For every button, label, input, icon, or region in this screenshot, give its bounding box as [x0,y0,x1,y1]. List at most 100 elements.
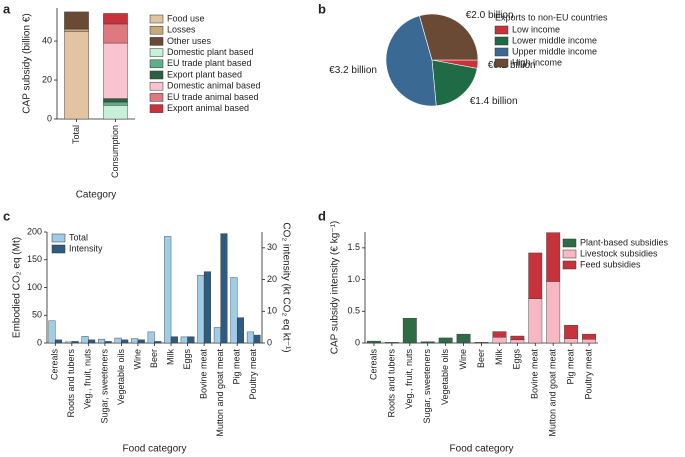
bar [180,336,188,344]
legend-swatch [562,238,577,248]
x-tick-label: Sugar, sweeteners [422,349,432,424]
x-tick-label: Beer [476,349,486,368]
y-tick-label: 40 [42,35,52,45]
bar [81,336,89,344]
legend-swatch [149,93,164,102]
y-tick-label: 20 [42,74,52,84]
x-tick-label: Sugar, sweeteners [99,349,109,424]
x-axis-label: Food category [123,444,187,455]
bar [147,331,155,344]
legend-label: Export animal based [167,103,249,113]
bar-segment [492,337,507,344]
bar [114,337,122,344]
x-tick-label: Mutton and goat meat [215,349,225,437]
y-axis-label: Embodied CO₂ eq (Mt) [12,237,23,338]
x-tick-label: Vegetable oils [116,349,126,406]
y2-tick-label: 20 [267,274,277,284]
bar-segment [103,105,128,120]
y2-tick-label: 0 [267,337,272,347]
bar [253,334,261,344]
bar-segment [564,325,579,339]
bar [203,271,211,344]
bar-segment [492,331,507,338]
legend-label: Domestic animal based [167,81,261,91]
bar [88,339,96,344]
legend-swatch [149,37,164,46]
x-tick-label: Milk [165,349,175,365]
x-axis-label: Category [76,190,117,201]
y-tick-label: 0 [47,113,52,123]
bar [137,339,145,344]
bar-segment [402,318,417,344]
y-tick-label: 100 [27,282,42,292]
slice-label: €3.2 billion [329,65,377,76]
panel-letter: a [3,1,11,16]
y2-tick-label: 10 [267,306,277,316]
x-tick-label: Vegetable oils [440,349,450,406]
x-tick-label: Bovine meat [198,349,208,400]
pie-slice [419,13,479,61]
legend-swatch [494,47,509,57]
bar-segment [103,13,128,25]
y-axis-label: CAP subsidy (billion €) [22,13,33,113]
x-tick-label: Roots and tubers [66,349,76,418]
bar [98,338,106,344]
slice-label: €0.2 billion [488,60,536,71]
legend-swatch [149,70,164,80]
x-tick-label: Milk [494,349,504,365]
bar-segment [438,337,453,344]
legend-label: Lower middle income [512,35,597,45]
bar-segment [420,341,435,344]
x-tick-label: Wine [132,349,142,370]
legend-swatch [149,81,164,91]
pie-slice [431,59,478,107]
legend-swatch [494,25,509,35]
x-tick-label: Wine [458,349,468,370]
legend-label: Losses [167,25,196,35]
bar [246,331,254,344]
legend-swatch [51,233,66,243]
legend-label: Other uses [167,36,212,46]
bar [220,233,228,344]
legend-label: Low income [512,24,560,34]
panel-letter: d [318,208,326,223]
legend-label: EU trade plant based [167,58,252,68]
x-tick-label: Total [71,125,81,144]
y-tick-label: 1.5 [347,242,360,252]
legend-swatch [562,260,577,270]
x-tick-label: Eggs [182,349,192,370]
bar-segment [384,342,399,344]
x-tick-label: Roots and tubers [386,349,396,418]
x-axis-label: Food category [450,444,514,455]
bar [154,341,162,344]
x-tick-label: Veg., fruit, nuts [404,349,414,410]
x-tick-label: Beer [149,349,159,368]
bar-segment [456,333,471,344]
legend-label: Food use [167,13,205,23]
legend-swatch [149,104,164,113]
bar-segment [64,11,89,30]
legend-label: Domestic plant based [167,47,254,57]
x-tick-label: Poultry meat [248,349,258,400]
bar-segment [64,31,89,120]
bar-segment [510,339,525,344]
bar-segment [528,252,543,299]
x-tick-label: Consumption [110,125,120,178]
x-tick-label: Mutton and goat meat [548,349,558,437]
y-tick-label: 200 [27,226,42,236]
legend-swatch [494,58,509,68]
bar [48,320,56,344]
y-tick-label: 0.5 [347,306,360,316]
legend-label: Feed subsidies [580,259,641,269]
bar-segment [474,342,489,344]
legend-swatch [562,249,577,259]
bar-segment [103,23,128,44]
legend-label: Export plant based [167,69,242,79]
x-tick-label: Poultry meat [583,349,593,400]
bar-segment [528,298,543,344]
pie-slice [385,15,437,107]
bar-segment [103,101,128,106]
x-tick-label: Pig meat [565,349,575,385]
legend-label: High income [512,57,562,67]
